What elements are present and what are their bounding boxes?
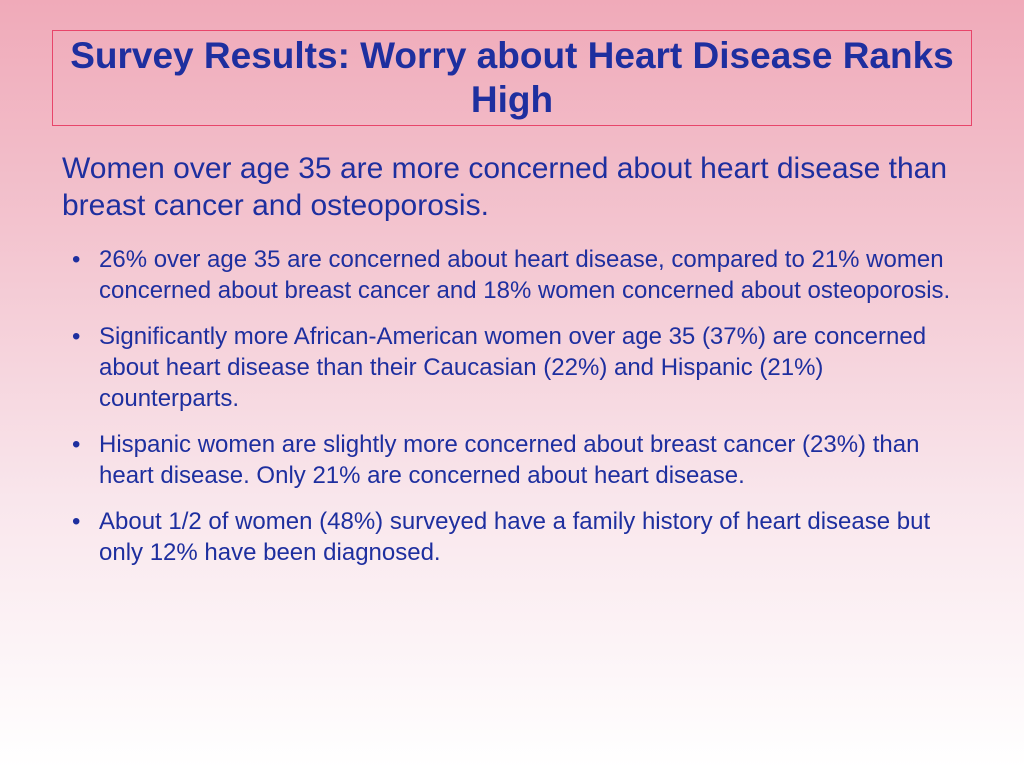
bullet-dot-icon: •	[72, 431, 81, 458]
bullet-text: 26% over age 35 are concerned about hear…	[99, 246, 951, 304]
bullet-text: Hispanic women are slightly more concern…	[99, 431, 920, 489]
bullet-item: • Hispanic women are slightly more conce…	[72, 429, 952, 491]
bullet-item: • About 1/2 of women (48%) surveyed have…	[72, 506, 952, 568]
bullet-item: • 26% over age 35 are concerned about he…	[72, 244, 952, 306]
bullet-text: Significantly more African-American wome…	[99, 323, 927, 412]
bullet-dot-icon: •	[72, 246, 81, 273]
bullet-dot-icon: •	[72, 323, 81, 350]
slide-title: Survey Results: Worry about Heart Diseas…	[70, 35, 954, 120]
bullet-dot-icon: •	[72, 508, 81, 535]
bullet-item: • Significantly more African-American wo…	[72, 321, 952, 414]
bullet-text: About 1/2 of women (48%) surveyed have a…	[99, 508, 931, 566]
bullet-list: • 26% over age 35 are concerned about he…	[72, 244, 952, 583]
intro-text: Women over age 35 are more concerned abo…	[62, 152, 947, 222]
title-box: Survey Results: Worry about Heart Diseas…	[52, 30, 972, 126]
